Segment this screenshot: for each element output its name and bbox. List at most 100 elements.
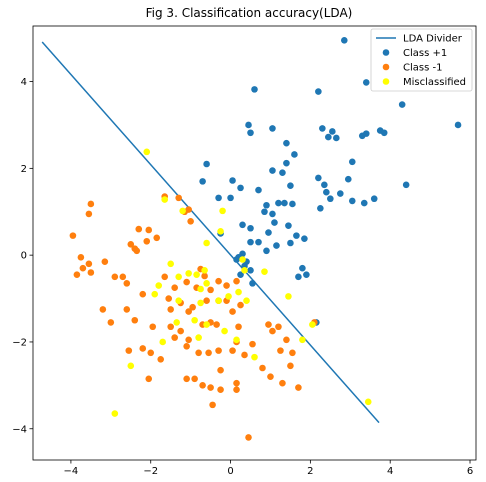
misclassified-point: [309, 321, 316, 328]
class-neg-point: [167, 306, 174, 313]
x-tick-label: −2: [143, 466, 158, 477]
class-pos-point: [283, 139, 290, 147]
class-neg-point: [189, 303, 196, 311]
class-pos-point: [247, 267, 254, 274]
misclassified-point: [151, 290, 159, 298]
misclassified-point: [364, 398, 372, 406]
class-neg-point: [295, 384, 302, 391]
class-neg-point: [133, 247, 141, 255]
class-neg-point: [199, 382, 206, 389]
misclassified-point: [233, 336, 240, 344]
class-pos-point: [303, 271, 310, 278]
class-pos-point: [275, 199, 282, 207]
class-pos-point: [333, 134, 340, 142]
misclassified-point: [159, 338, 167, 346]
class-pos-point: [340, 37, 348, 44]
class-neg-point: [235, 323, 242, 331]
class-neg-point: [135, 225, 143, 233]
class-neg-point: [241, 351, 248, 359]
class-pos-point: [247, 129, 254, 137]
class-neg-point: [233, 277, 240, 285]
class-pos-point: [325, 133, 332, 141]
class-pos-point: [348, 158, 356, 166]
misclassified-point: [221, 327, 228, 335]
class-neg-point: [265, 321, 272, 328]
misclassified-point: [217, 227, 224, 235]
misclassified-point: [243, 297, 250, 305]
class-neg-point-group: [69, 193, 318, 441]
misclassified-point-group: [111, 148, 372, 417]
misclassified-point: [161, 196, 169, 203]
class-pos-point: [285, 222, 292, 229]
class-pos-point: [269, 210, 276, 218]
class-neg-point: [153, 234, 161, 242]
class-pos-point: [229, 177, 236, 184]
class-neg-point: [107, 319, 115, 326]
class-pos-point: [398, 101, 406, 108]
class-neg-point: [85, 260, 93, 268]
misclassified-point: [179, 207, 186, 215]
misclassified-point: [175, 297, 182, 305]
class-pos-point: [319, 125, 326, 132]
class-neg-point: [209, 401, 216, 409]
class-pos-point: [283, 159, 290, 167]
legend-divider-label: LDA Divider: [403, 34, 463, 45]
class-neg-point: [99, 306, 107, 313]
misclassified-point: [299, 336, 306, 344]
class-pos-point: [249, 280, 256, 287]
misclassified-point: [167, 260, 174, 268]
class-pos-point: [255, 238, 262, 246]
class-neg-point: [201, 272, 208, 280]
y-tick-label: 0: [21, 251, 27, 262]
class-neg-point: [207, 286, 214, 294]
class-neg-point: [203, 297, 210, 305]
class-neg-point: [187, 218, 194, 225]
class-neg-point: [175, 194, 182, 202]
legend-class-pos-swatch: [382, 49, 390, 56]
class-pos-point: [287, 239, 294, 247]
class-neg-point: [237, 301, 244, 309]
class-pos-point: [203, 160, 210, 168]
misclassified-point: [235, 288, 242, 296]
class-pos-point: [323, 188, 330, 196]
class-neg-point: [223, 282, 230, 289]
class-pos-point: [227, 194, 234, 202]
legend-misclassified-label: Misclassified: [403, 77, 466, 88]
class-pos-point: [362, 79, 370, 86]
class-pos-point: [289, 200, 296, 208]
misclassified-point: [143, 148, 151, 156]
class-neg-point: [147, 349, 155, 357]
x-tick-label: 0: [227, 466, 233, 477]
misclassified-point: [219, 207, 226, 215]
class-neg-point: [287, 362, 294, 370]
class-pos-point: [327, 195, 334, 203]
class-neg-point: [145, 226, 153, 234]
misclassified-point: [197, 299, 204, 307]
class-pos-point: [247, 238, 254, 246]
misclassified-point: [175, 273, 182, 281]
class-pos-point: [315, 88, 322, 95]
misclassified-point: [285, 293, 292, 300]
misclassified-point: [203, 321, 210, 328]
legend-misclassified-swatch: [382, 78, 390, 85]
class-neg-point: [213, 321, 220, 328]
class-neg-point: [185, 206, 192, 213]
class-neg-point: [157, 356, 165, 363]
axes: −4 −2 0 2 4 6 −4 −2 0 2 4: [12, 77, 473, 477]
class-neg-point: [167, 323, 174, 331]
class-pos-point: [360, 199, 368, 207]
legend: LDA Divider Class +1 Class -1 Misclassified: [370, 28, 473, 92]
class-neg-point: [289, 349, 296, 357]
misclassified-point: [241, 267, 248, 274]
misclassified-point: [195, 334, 202, 341]
class-neg-point: [233, 386, 240, 393]
class-neg-point: [171, 334, 178, 341]
lda-divider-line: [41, 41, 380, 424]
class-pos-point: [251, 86, 258, 93]
plot-frame: [32, 25, 477, 461]
x-tick-label: 6: [467, 466, 473, 477]
class-pos-point: [299, 264, 306, 272]
class-neg-point: [205, 349, 212, 357]
class-pos-point: [370, 195, 378, 203]
